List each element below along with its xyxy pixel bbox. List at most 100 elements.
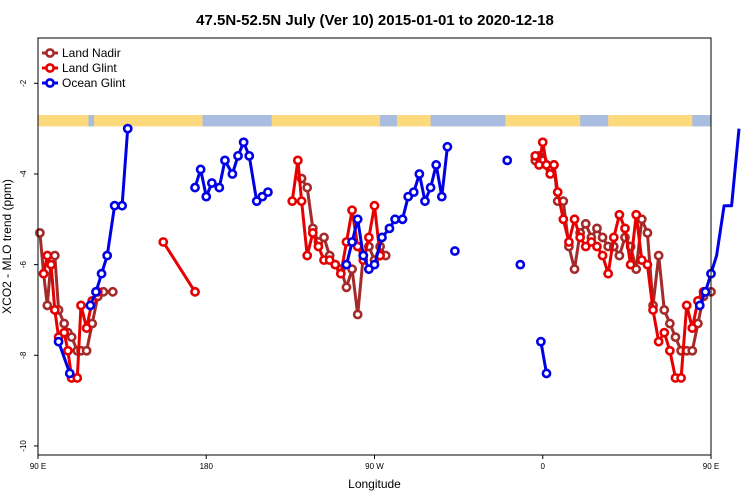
land-band	[38, 115, 711, 127]
data-point	[313, 241, 324, 252]
ocean-band	[580, 115, 609, 127]
data-point	[96, 268, 107, 279]
data-point	[287, 196, 298, 207]
data-point	[307, 228, 318, 238]
data-point	[449, 246, 460, 256]
data-point	[201, 191, 212, 202]
data-point	[76, 300, 86, 311]
series-line	[162, 241, 197, 293]
data-point	[263, 187, 273, 198]
data-point	[569, 264, 580, 275]
data-point	[158, 237, 169, 247]
data-point	[541, 368, 552, 379]
data-point	[694, 300, 705, 311]
data-point	[592, 241, 602, 252]
data-point	[653, 336, 664, 347]
data-point	[397, 214, 408, 225]
data-point	[49, 305, 60, 315]
data-point	[91, 286, 101, 297]
data-point	[107, 286, 118, 297]
data-point	[302, 182, 313, 193]
ocean-band	[692, 115, 711, 127]
data-point	[64, 368, 75, 379]
series-line	[42, 254, 100, 380]
data-point	[436, 191, 447, 202]
data-point	[190, 182, 200, 193]
data-point	[341, 259, 352, 270]
data-point	[631, 209, 642, 220]
data-point	[620, 223, 630, 234]
data-point	[537, 137, 548, 148]
data-point	[63, 345, 73, 356]
data-point	[534, 160, 544, 170]
y-tick-label: -10	[19, 440, 28, 452]
data-point	[102, 250, 113, 261]
data-point	[302, 250, 313, 261]
data-point	[53, 336, 64, 347]
data-point	[352, 214, 363, 225]
axes: 90 E 180 90 W 0 90 E -2 -4 -6 -8 -10	[19, 37, 719, 471]
ocean-band	[88, 115, 95, 127]
data-point	[545, 169, 556, 179]
data-point	[335, 268, 346, 279]
data-point	[59, 318, 70, 329]
data-point	[431, 160, 442, 170]
data-point	[535, 336, 546, 347]
data-point	[330, 259, 341, 270]
data-point	[195, 164, 206, 175]
x-tick-label: 90 E	[30, 462, 46, 471]
data-point	[46, 259, 56, 270]
data-point	[292, 155, 303, 166]
data-point	[614, 250, 625, 261]
y-tick-label: -2	[19, 79, 28, 87]
x-tick-label: 0	[541, 462, 546, 471]
data-point	[592, 223, 602, 234]
data-point	[648, 305, 658, 315]
legend-marker	[45, 63, 55, 73]
ocean-band	[380, 115, 397, 127]
data-point	[341, 282, 352, 293]
data-point	[515, 259, 526, 270]
data-point	[425, 182, 436, 193]
data-point	[72, 373, 83, 383]
data-point	[642, 228, 653, 238]
data-point	[608, 232, 619, 243]
legend-item: Ocean Glint	[42, 76, 126, 90]
x-axis-label: Longitude	[348, 477, 401, 491]
data-point	[625, 259, 636, 270]
x-tick-label: 180	[200, 462, 214, 471]
y-tick-label: -8	[19, 351, 28, 359]
data-point	[530, 150, 541, 161]
data-point	[687, 323, 698, 333]
data-point	[42, 250, 53, 261]
data-point	[117, 200, 128, 211]
series-ocean-glint	[53, 123, 741, 379]
data-point	[681, 300, 692, 311]
data-point	[502, 155, 513, 166]
data-point	[238, 137, 249, 148]
data-point	[85, 300, 96, 311]
legend-label: Land Glint	[62, 61, 117, 75]
legend-marker	[45, 78, 55, 88]
data-point	[66, 332, 77, 343]
data-point	[408, 187, 419, 198]
data-point	[227, 169, 238, 179]
legend-label: Ocean Glint	[62, 76, 126, 90]
series-line	[57, 341, 72, 374]
y-tick-label: -4	[19, 170, 28, 178]
data-point	[414, 169, 425, 179]
data-point	[244, 150, 255, 161]
data-point	[347, 237, 357, 247]
data-point	[390, 214, 400, 225]
data-point	[81, 323, 92, 333]
data-point	[190, 286, 200, 297]
series-line	[698, 128, 741, 306]
data-point	[296, 196, 307, 207]
data-point	[49, 250, 60, 261]
ocean-band	[202, 115, 272, 127]
data-point	[700, 286, 711, 297]
data-point	[558, 214, 569, 225]
data-point	[541, 160, 552, 170]
